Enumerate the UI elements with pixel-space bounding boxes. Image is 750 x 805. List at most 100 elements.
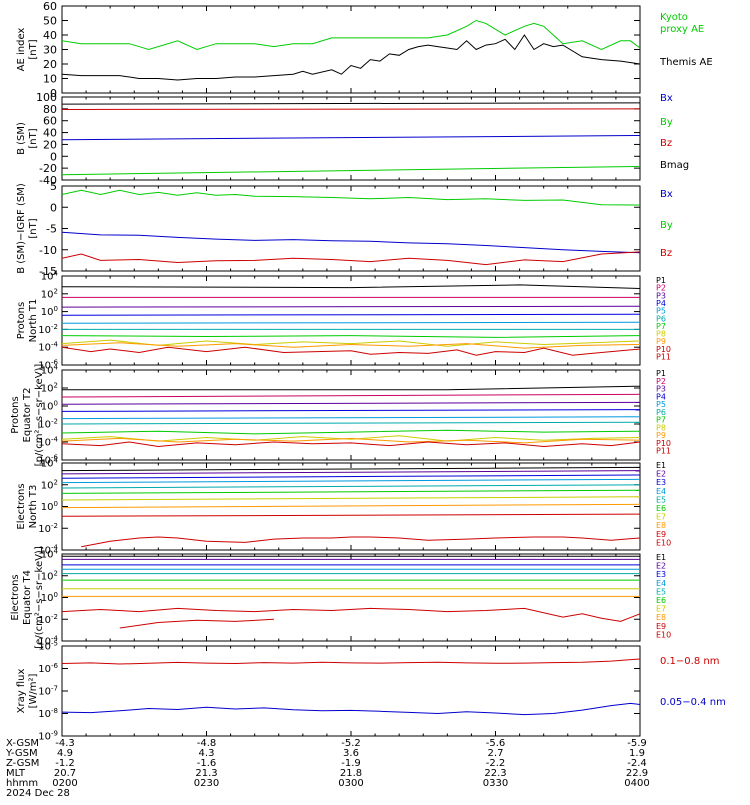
series-line-e9 <box>62 607 640 622</box>
legend-label: By <box>660 220 673 231</box>
legend-label: E9 <box>656 530 666 539</box>
y-tick-label: 60 <box>43 0 57 13</box>
footer-value: 22.9 <box>626 768 648 779</box>
series-line-e10 <box>119 618 274 629</box>
series-line-e9 <box>62 513 640 517</box>
legend-label: P2 <box>656 284 666 293</box>
legend-label: P7 <box>656 322 666 331</box>
y-tick-label: 0 <box>50 87 57 100</box>
legend-label: E2 <box>656 562 666 571</box>
y-axis-label: [e/(cm²−s−sr−keV)] <box>34 546 45 649</box>
legend-label: P9 <box>656 337 666 346</box>
legend-label: E5 <box>656 587 666 596</box>
y-tick-label: -40 <box>39 174 57 187</box>
legend-label: Bz <box>660 248 672 259</box>
legend-label: E8 <box>656 521 666 530</box>
series-line-p2 <box>62 393 640 398</box>
series-line-e1 <box>62 466 640 472</box>
legend-label: E3 <box>656 570 666 579</box>
legend-label: P11 <box>656 353 671 362</box>
legend-label: E4 <box>656 579 666 588</box>
legend-label: E8 <box>656 613 666 622</box>
footer-value: -5.9 <box>627 738 647 749</box>
y-tick-label: 100 <box>41 500 58 513</box>
legend-label: Bmag <box>660 160 689 171</box>
legend-label: E1 <box>656 553 666 562</box>
series-line-e5 <box>62 484 640 489</box>
legend-label: Kyoto <box>660 12 688 23</box>
y-tick-label: -20 <box>39 162 57 175</box>
series-line-p9 <box>62 437 640 444</box>
series-line-e6 <box>62 489 640 494</box>
footer-value: -2.4 <box>627 758 647 769</box>
series-line-p5 <box>62 321 640 324</box>
y-tick-label: 10-9 <box>38 730 58 743</box>
footer-row-label: hhmm <box>6 778 38 789</box>
series-line-themis-ae <box>62 34 640 81</box>
panel-pe2: 104 102 100 10-2 10-4 10-6 Protons Equator T2 [p… <box>10 364 671 467</box>
series-line-p3 <box>62 401 640 405</box>
legend-label: P8 <box>656 423 666 432</box>
y-axis-label: [nT] <box>28 218 39 238</box>
legend-label: E4 <box>656 487 666 496</box>
series-line-bx <box>62 231 640 254</box>
series-line-e2 <box>62 470 640 475</box>
legend-label: E10 <box>656 630 671 639</box>
footer-value: -1.2 <box>55 758 75 769</box>
series-line-bz <box>62 251 640 266</box>
footer-row-label: MLT <box>6 768 26 779</box>
y-tick-label: 10-2 <box>38 613 58 626</box>
legend-label: E3 <box>656 478 666 487</box>
footer-value: -1.9 <box>341 758 361 769</box>
y-tick-label: 50 <box>43 15 57 28</box>
panel-frame <box>61 645 641 737</box>
series-line-p5 <box>62 416 640 420</box>
legend-label: P5 <box>656 400 666 409</box>
legend-label: 0.05−0.4 nm <box>660 697 726 708</box>
series-line-e3 <box>62 474 640 479</box>
y-tick-label: 102 <box>41 287 58 300</box>
series-line-p8 <box>62 339 640 347</box>
footer-value: 2.7 <box>488 748 504 759</box>
y-tick-label: 10-4 <box>38 544 58 557</box>
series-line-e8 <box>62 503 640 509</box>
y-tick-label: -15 <box>39 265 57 278</box>
y-tick-label: 104 <box>41 548 59 561</box>
y-tick-label: 104 <box>41 364 59 377</box>
y-tick-label: 10 <box>43 73 57 86</box>
legend-label: E7 <box>656 513 666 522</box>
panel-pn1: 104 102 100 10-2 10-4 10-6 Protons North T1 P1P2… <box>16 270 671 372</box>
y-tick-label: 40 <box>43 29 57 42</box>
series-line-bmag <box>62 102 640 105</box>
y-tick-label: 100 <box>41 591 58 604</box>
footer-value: 4.9 <box>57 748 73 759</box>
legend-label: P6 <box>656 408 666 417</box>
series-line-p1 <box>62 385 640 391</box>
y-tick-label: 0 <box>50 150 57 163</box>
series-line-p7 <box>62 429 640 435</box>
y-tick-label: -5 <box>46 223 57 236</box>
footer-value: 0400 <box>624 778 649 789</box>
legend-label: E2 <box>656 470 666 479</box>
y-axis-label: B (SM)−IGRF (SM) <box>16 183 27 274</box>
legend-label: 0.1−0.8 nm <box>660 656 719 667</box>
series-line-p7 <box>62 335 640 338</box>
footer-value: 0330 <box>483 778 508 789</box>
footer-value: 3.6 <box>343 748 359 759</box>
y-axis-label: [nT] <box>28 39 39 59</box>
y-axis-label: North T1 <box>28 299 39 343</box>
legend-label: proxy AE <box>660 24 704 35</box>
legend-label: P4 <box>656 392 666 401</box>
y-tick-label: 102 <box>41 382 58 395</box>
legend-label: P7 <box>656 416 666 425</box>
y-tick-label: 5 <box>50 180 57 193</box>
series-line-p10 <box>62 441 640 448</box>
legend-label: Bx <box>660 189 673 200</box>
legend-label: P9 <box>656 431 666 440</box>
y-tick-label: -10 <box>39 244 57 257</box>
series-line-bz <box>62 108 640 110</box>
series-line-p4 <box>62 313 640 316</box>
y-tick-label: 10-7 <box>38 685 58 698</box>
y-axis-label: B (SM) <box>16 122 27 155</box>
